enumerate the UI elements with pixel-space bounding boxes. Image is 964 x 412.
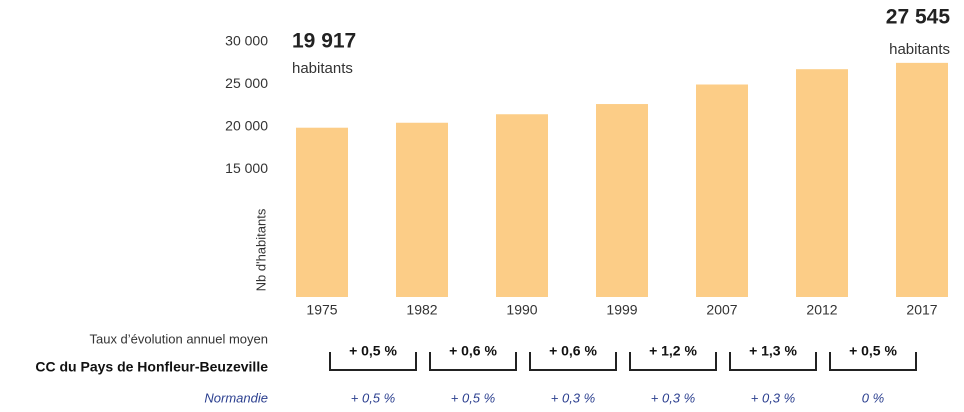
x-tick-label: 2012: [806, 302, 837, 318]
rate-label: + 0,6 %: [449, 343, 497, 359]
x-tick-label: 1975: [306, 302, 337, 318]
rate-label: 0 %: [862, 390, 884, 405]
rate-bracket: [529, 352, 617, 371]
x-tick-label: 1982: [406, 302, 437, 318]
rate-label: + 0,5 %: [849, 343, 897, 359]
bar: [396, 122, 448, 297]
bar: [596, 104, 648, 297]
bar: [296, 127, 348, 297]
rates-row-label: Normandie: [204, 390, 268, 405]
rate-label: + 0,3 %: [651, 390, 695, 405]
y-axis-label: Nb d'habitants: [253, 208, 268, 291]
y-tick-label: 20 000: [225, 118, 268, 134]
rates-title: Taux d’évolution annuel moyen: [89, 331, 268, 346]
x-tick-label: 2017: [906, 302, 937, 318]
rate-bracket: [429, 352, 517, 371]
y-tick-label: 15 000: [225, 160, 268, 176]
rate-bracket: [329, 352, 417, 371]
bar: [696, 84, 748, 297]
y-tick-label: 25 000: [225, 75, 268, 91]
bar: [796, 69, 848, 297]
value-label: 19 917: [292, 30, 356, 53]
rate-bracket: [629, 352, 717, 371]
value-label-unit: habitants: [292, 60, 353, 77]
x-tick-label: 1999: [606, 302, 637, 318]
rate-label: + 1,3 %: [749, 343, 797, 359]
bar: [496, 114, 548, 297]
x-tick-label: 1990: [506, 302, 537, 318]
value-label-unit: habitants: [889, 41, 950, 58]
bar: [896, 62, 948, 298]
rate-label: + 0,5 %: [351, 390, 395, 405]
rate-label: + 1,2 %: [649, 343, 697, 359]
rate-label: + 0,6 %: [549, 343, 597, 359]
x-tick-label: 2007: [706, 302, 737, 318]
rate-label: + 0,5 %: [349, 343, 397, 359]
rate-label: + 0,3 %: [751, 390, 795, 405]
rate-bracket: [729, 352, 817, 371]
rate-label: + 0,3 %: [551, 390, 595, 405]
y-tick-label: 30 000: [225, 33, 268, 49]
rate-label: + 0,5 %: [451, 390, 495, 405]
value-label: 27 545: [886, 6, 951, 29]
rates-row-label: CC du Pays de Honfleur-Beuzeville: [35, 359, 268, 375]
rate-bracket: [829, 352, 917, 371]
